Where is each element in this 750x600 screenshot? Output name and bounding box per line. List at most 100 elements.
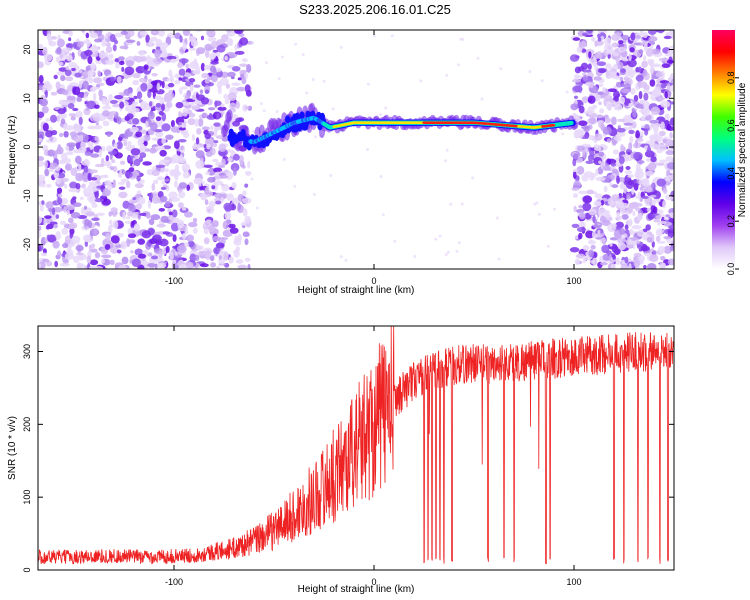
spectrogram-noise-blob — [293, 184, 297, 188]
spectrogram-noise-blob — [55, 166, 61, 171]
spectrogram-noise-blob — [631, 187, 635, 195]
spectrogram-noise-blob — [639, 186, 644, 191]
spectrogram-noise-blob — [75, 172, 84, 182]
spectrogram-noise-blob — [70, 211, 81, 219]
spectrogram-noise-blob — [70, 116, 76, 121]
spectrogram-noise-blob — [213, 122, 221, 127]
spectrogram-noise-blob — [91, 86, 101, 90]
spectrogram-noise-blob — [598, 101, 602, 106]
spectrogram-noise-blob — [162, 231, 170, 235]
spectrogram-noise-blob — [78, 116, 83, 126]
spectrogram-noise-blob — [213, 128, 218, 137]
spectrogram-noise-blob — [124, 66, 135, 76]
spectrogram-noise-blob — [199, 89, 204, 95]
spectrogram-noise-blob — [86, 212, 95, 216]
spectrogram-noise-blob — [146, 55, 151, 61]
spectrogram-noise-blob — [89, 259, 99, 266]
spectrogram-noise-blob — [170, 197, 181, 202]
spectrogram-noise-blob — [124, 171, 134, 178]
spectrogram-noise-blob — [579, 212, 586, 220]
spectrogram-noise-blob — [136, 41, 141, 46]
spectrogram-noise-blob — [644, 171, 655, 176]
spectrogram-noise-blob — [638, 248, 643, 252]
spectrogram-noise-blob — [220, 196, 224, 203]
spectrogram-noise-blob — [53, 149, 63, 155]
spectrogram-x-tick-label: 0 — [371, 276, 376, 286]
spectrogram-noise-blob — [611, 42, 619, 48]
spectrogram-noise-blob — [143, 64, 149, 71]
spectrogram-noise-blob — [587, 117, 598, 125]
spectrogram-noise-blob — [631, 224, 642, 230]
spectrogram-noise-blob — [168, 69, 173, 78]
spectrogram-noise-blob — [62, 242, 69, 249]
spectrogram-noise-blob — [178, 86, 183, 95]
spectrogram-noise-blob — [105, 42, 112, 47]
spectrogram-noise-blob — [101, 254, 112, 259]
spectrogram-noise-blob — [665, 138, 674, 147]
spectrogram-noise-blob — [109, 110, 117, 116]
spectrogram-noise-blob — [38, 160, 45, 167]
spectrogram-noise-blob — [313, 135, 317, 139]
spectrogram-noise-blob — [85, 107, 89, 111]
spectrogram-noise-blob — [457, 241, 461, 245]
spectrogram-noise-blob — [594, 193, 603, 199]
spectrogram-noise-blob — [126, 30, 135, 37]
spectrogram-noise-blob — [610, 162, 617, 167]
spectrogram-noise-blob — [242, 208, 248, 217]
spectrogram-noise-blob — [116, 76, 122, 84]
spectrogram-noise-blob — [127, 141, 132, 146]
spectrogram-noise-blob — [145, 120, 149, 128]
spectrogram-noise-blob — [63, 183, 68, 189]
spectrogram-noise-blob — [159, 195, 168, 203]
spectrogram-noise-blob — [203, 190, 214, 197]
spectrogram-noise-blob — [121, 66, 125, 73]
spectrogram-noise-blob — [434, 237, 438, 241]
spectrogram-noise-blob — [126, 113, 134, 120]
spectrogram-noise-blob — [658, 130, 666, 137]
spectrogram-noise-blob — [660, 121, 665, 130]
spectrogram-noise-blob — [161, 103, 166, 112]
spectrogram-noise-blob — [145, 211, 151, 219]
spectrogram-noise-blob — [166, 55, 177, 60]
spectrogram-noise-blob — [41, 105, 49, 114]
spectrogram-noise-blob — [108, 219, 113, 225]
spectrogram-noise-blob — [72, 123, 82, 132]
colorbar-tick-label: 0.4 — [726, 167, 736, 180]
spectrogram-noise-blob — [56, 70, 65, 76]
spectrogram-noise-blob — [164, 92, 174, 102]
spectrogram-noise-blob — [94, 197, 104, 203]
spectrogram-noise-blob — [499, 67, 503, 71]
spectrogram-noise-blob — [661, 63, 671, 69]
spectrogram-noise-blob — [204, 132, 212, 140]
spectrogram-noise-blob — [161, 137, 166, 145]
spectrogram-noise-blob — [582, 259, 587, 264]
spectrogram-noise-blob — [633, 94, 639, 102]
spectrogram-noise-blob — [72, 255, 80, 263]
spectrogram-noise-blob — [242, 190, 247, 196]
spectrogram-noise-blob — [66, 95, 76, 101]
spectrogram-noise-blob — [128, 93, 133, 99]
spectrogram-noise-blob — [628, 263, 632, 269]
spectrogram-noise-blob — [63, 130, 69, 138]
spectrogram-noise-blob — [133, 158, 141, 167]
spectrogram-noise-blob — [163, 168, 170, 173]
spectrogram-noise-blob — [178, 112, 186, 117]
spectrogram-noise-blob — [75, 182, 81, 190]
spectrogram-noise-blob — [160, 186, 167, 191]
spectrogram-noise-blob — [223, 252, 229, 259]
spectrogram-noise-blob — [72, 41, 77, 49]
spectrogram-noise-blob — [476, 56, 480, 60]
spectrogram-noise-blob — [76, 252, 84, 256]
spectrogram-noise-blob — [177, 157, 186, 164]
spectrogram-noise-blob — [187, 240, 195, 248]
spectrogram-noise-blob — [578, 105, 585, 114]
spectrogram-noise-blob — [139, 77, 148, 83]
spectrogram-noise-blob — [156, 176, 165, 181]
spectrogram-noise-blob — [495, 216, 499, 220]
spectrogram-noise-blob — [221, 34, 229, 43]
spectrogram-noise-blob — [151, 196, 160, 204]
spectrogram-noise-blob — [101, 105, 112, 110]
spectrogram-noise-blob — [58, 99, 67, 106]
spectrogram-noise-blob — [614, 163, 623, 168]
spectrogram-noise-blob — [615, 56, 620, 65]
